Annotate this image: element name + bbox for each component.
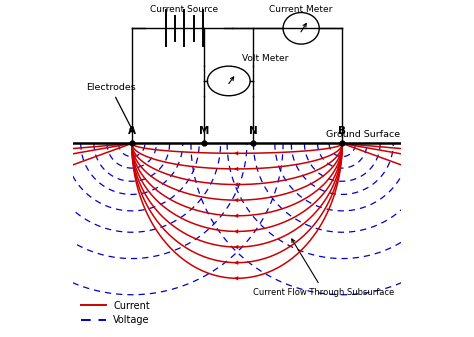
Text: Current Meter: Current Meter	[269, 4, 333, 13]
Text: N: N	[249, 126, 258, 136]
Text: A: A	[128, 126, 136, 136]
Text: Ground Surface: Ground Surface	[326, 130, 400, 140]
Text: Volt Meter: Volt Meter	[242, 54, 288, 63]
Text: M: M	[199, 126, 210, 136]
Legend: Current, Voltage: Current, Voltage	[77, 297, 154, 329]
Text: Electrodes: Electrodes	[86, 83, 136, 131]
Text: B: B	[338, 126, 346, 136]
Text: Current Flow Through Subsurface: Current Flow Through Subsurface	[254, 239, 395, 297]
Text: Current Source: Current Source	[150, 4, 219, 13]
